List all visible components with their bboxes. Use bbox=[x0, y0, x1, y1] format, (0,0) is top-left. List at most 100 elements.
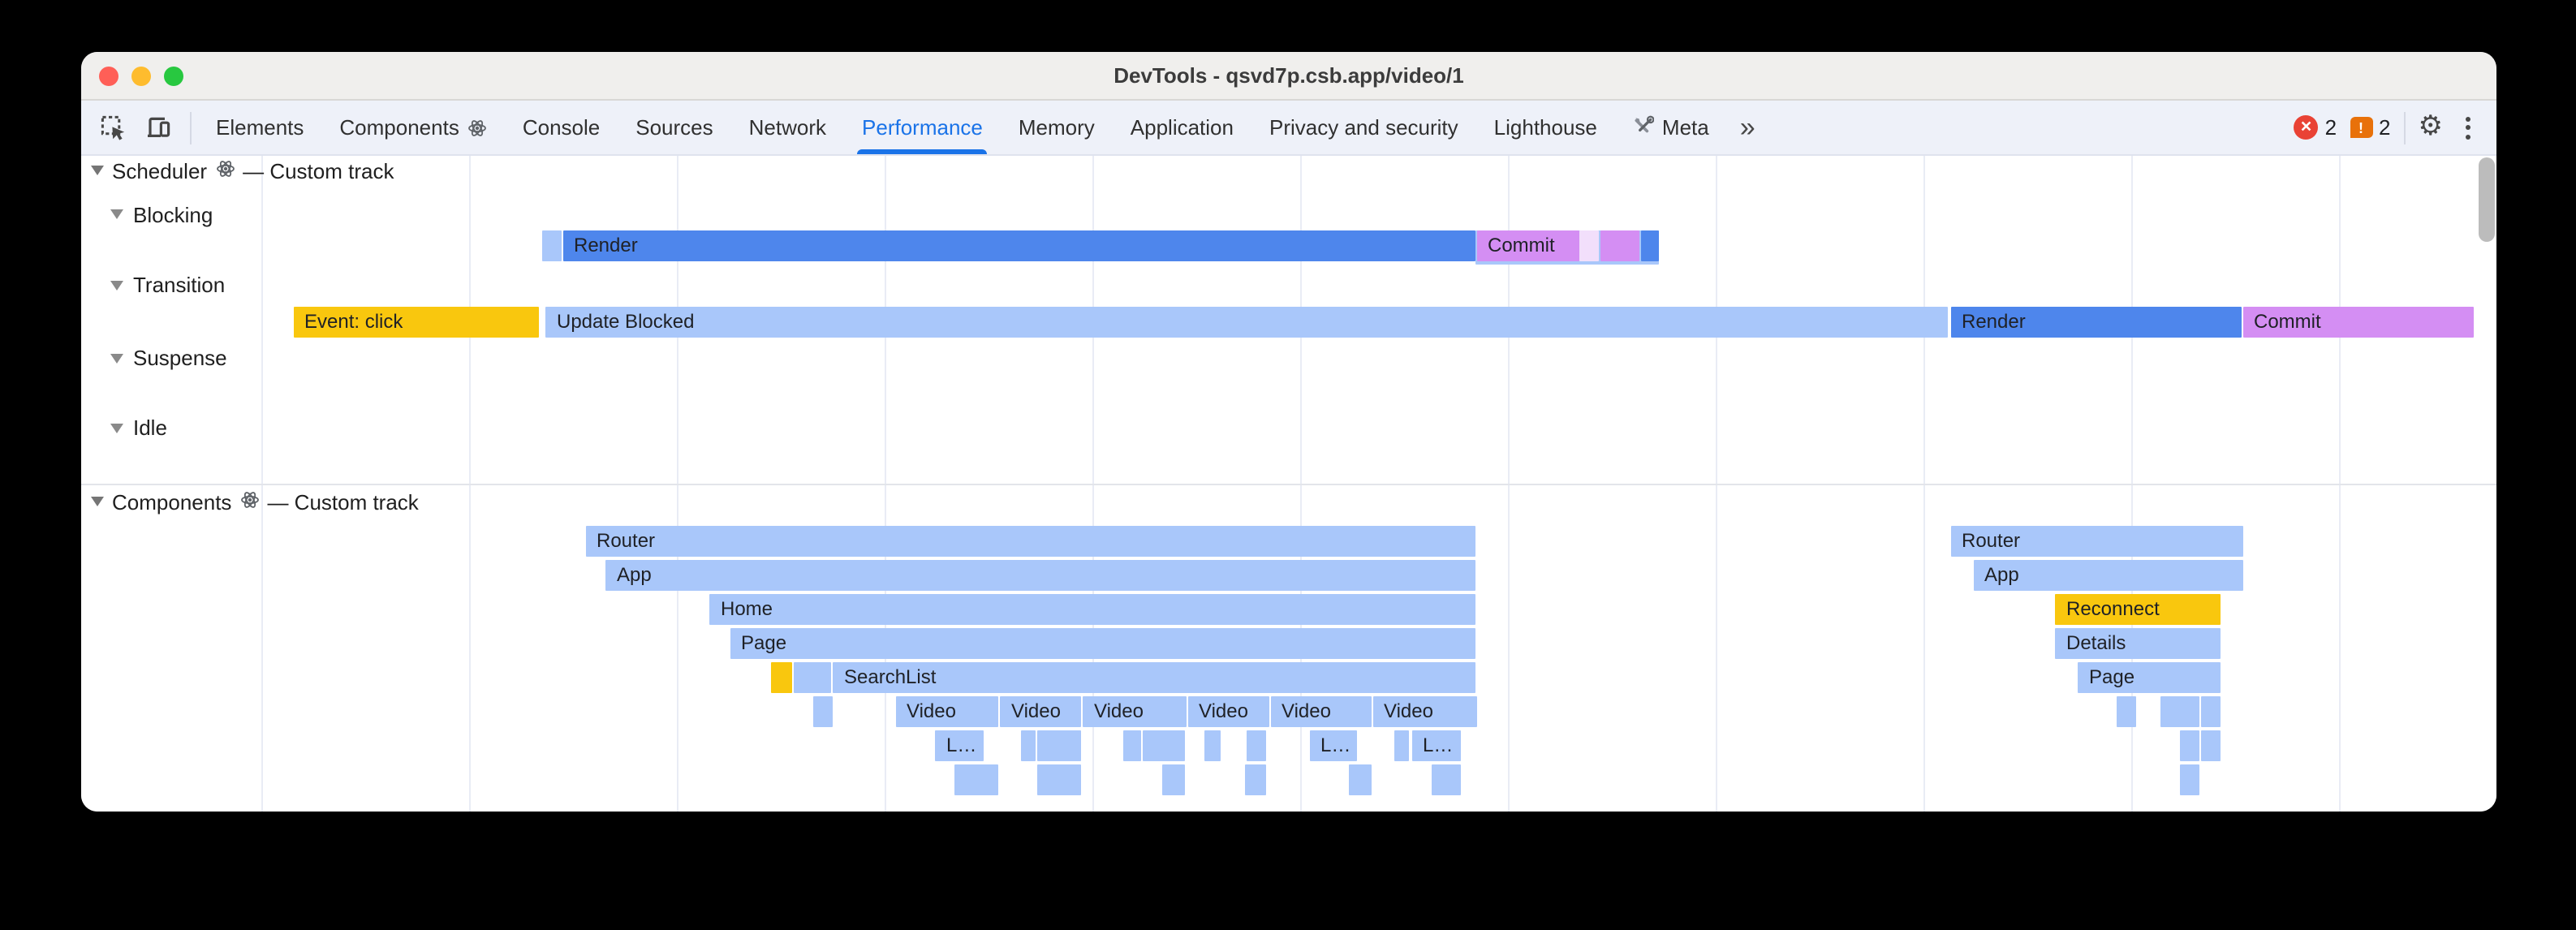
tab-console[interactable]: Console bbox=[505, 101, 618, 154]
tab-label: Performance bbox=[862, 115, 983, 140]
tab-memory[interactable]: Memory bbox=[1001, 101, 1113, 154]
flame-bar-page[interactable]: Page bbox=[2078, 662, 2220, 693]
titlebar[interactable]: DevTools - qsvd7p.csb.app/video/1 bbox=[81, 52, 2496, 101]
flame-bar-render[interactable]: Render bbox=[1950, 306, 2241, 337]
flame-bar[interactable] bbox=[793, 662, 830, 693]
lane-transition[interactable]: Transition bbox=[110, 272, 225, 298]
flame-bar-video[interactable]: Video bbox=[1372, 696, 1476, 727]
performance-timeline: Scheduler — Custom track Blocking Transit… bbox=[81, 156, 2496, 812]
flame-bar[interactable] bbox=[1204, 730, 1221, 761]
flame-bar-app[interactable]: App bbox=[1973, 560, 2242, 591]
more-options-button[interactable] bbox=[2456, 116, 2480, 139]
flame-bar[interactable] bbox=[1122, 730, 1141, 761]
flame-bar-video[interactable]: Video bbox=[1000, 696, 1081, 727]
collapse-triangle-icon[interactable] bbox=[110, 423, 123, 433]
flame-bar[interactable] bbox=[2180, 764, 2199, 795]
flame-bar[interactable] bbox=[954, 764, 998, 795]
inspect-icon bbox=[101, 114, 125, 140]
flame-bar[interactable] bbox=[2160, 696, 2199, 727]
error-count: 2 bbox=[2324, 115, 2337, 140]
vertical-scrollbar-thumb[interactable] bbox=[2479, 157, 2495, 242]
more-tabs-button[interactable]: » bbox=[1739, 111, 1755, 142]
flame-bar[interactable] bbox=[770, 662, 791, 693]
settings-gear-button[interactable]: ⚙ bbox=[2418, 110, 2444, 143]
flame-bar-app[interactable]: App bbox=[605, 560, 1475, 591]
error-icon: ✕ bbox=[2294, 115, 2319, 140]
lane-suspense[interactable]: Suspense bbox=[110, 345, 227, 371]
flame-bar[interactable] bbox=[1245, 764, 1266, 795]
flame-bar-video[interactable]: Video bbox=[1187, 696, 1269, 727]
tab-elements[interactable]: Elements bbox=[198, 101, 321, 154]
flame-bar[interactable] bbox=[1349, 764, 1371, 795]
flame-bar-l-[interactable]: L… bbox=[1411, 730, 1460, 761]
tab-application[interactable]: Application bbox=[1113, 101, 1251, 154]
lane-label-text: Idle bbox=[133, 415, 167, 440]
flame-bar[interactable] bbox=[1432, 764, 1460, 795]
tab-privacy-and-security[interactable]: Privacy and security bbox=[1251, 101, 1476, 154]
collapse-triangle-icon[interactable] bbox=[91, 166, 104, 175]
flame-bar[interactable] bbox=[1162, 764, 1184, 795]
lane-label-text: Suspense bbox=[133, 346, 227, 370]
console-warnings-badge[interactable]: ! 2 bbox=[2350, 115, 2391, 140]
warning-count: 2 bbox=[2379, 115, 2391, 140]
tab-components[interactable]: Components bbox=[321, 101, 504, 154]
tab-lighthouse[interactable]: Lighthouse bbox=[1476, 101, 1615, 154]
flame-bar[interactable] bbox=[1037, 730, 1080, 761]
flame-bar[interactable] bbox=[2200, 696, 2220, 727]
track-suffix: — Custom track bbox=[267, 489, 419, 514]
tab-meta[interactable]: Meta bbox=[1615, 101, 1727, 154]
flame-bar[interactable] bbox=[1579, 230, 1599, 261]
tab-network[interactable]: Network bbox=[731, 101, 844, 154]
close-window-button[interactable] bbox=[99, 66, 118, 85]
device-toolbar-button[interactable] bbox=[141, 110, 177, 145]
collapse-triangle-icon[interactable] bbox=[110, 353, 123, 363]
flame-bar-router[interactable]: Router bbox=[585, 526, 1475, 557]
lane-idle[interactable]: Idle bbox=[110, 415, 167, 441]
flame-bar[interactable] bbox=[1037, 764, 1080, 795]
flame-bar-searchlist[interactable]: SearchList bbox=[833, 662, 1475, 693]
tab-label: Components bbox=[339, 115, 459, 140]
flame-bar-video[interactable]: Video bbox=[895, 696, 998, 727]
flame-bar[interactable] bbox=[1640, 230, 1658, 261]
flame-bar-event-click[interactable]: Event: click bbox=[293, 306, 539, 337]
flame-bar[interactable] bbox=[2117, 696, 2136, 727]
scheduler-track-header[interactable]: Scheduler — Custom track bbox=[91, 157, 394, 183]
flame-bar-video[interactable]: Video bbox=[1270, 696, 1371, 727]
flame-bar-update-blocked[interactable]: Update Blocked bbox=[545, 306, 1948, 337]
warning-icon: ! bbox=[2350, 117, 2373, 138]
flame-bar-router[interactable]: Router bbox=[1950, 526, 2242, 557]
flame-bar-commit[interactable]: Commit bbox=[1476, 230, 1579, 261]
flame-bar-l-[interactable]: L… bbox=[1309, 730, 1357, 761]
flame-bar[interactable] bbox=[1600, 230, 1639, 261]
flame-bar-render[interactable]: Render bbox=[562, 230, 1475, 261]
flame-bar-l-[interactable]: L… bbox=[935, 730, 984, 761]
flame-bar[interactable] bbox=[2200, 730, 2220, 761]
components-track-header[interactable]: Components — Custom track bbox=[91, 489, 419, 515]
flame-bar[interactable] bbox=[813, 696, 832, 727]
flame-bar[interactable] bbox=[1247, 730, 1266, 761]
tab-performance[interactable]: Performance bbox=[844, 101, 1001, 154]
flame-bar[interactable] bbox=[2180, 730, 2199, 761]
flame-bar-video[interactable]: Video bbox=[1083, 696, 1187, 727]
flame-bar-commit[interactable]: Commit bbox=[2242, 306, 2474, 337]
collapse-triangle-icon[interactable] bbox=[110, 280, 123, 290]
flame-bar[interactable] bbox=[542, 230, 561, 261]
minimize-window-button[interactable] bbox=[131, 66, 151, 85]
tab-sources[interactable]: Sources bbox=[618, 101, 730, 154]
flame-bar[interactable] bbox=[1021, 730, 1036, 761]
zoom-window-button[interactable] bbox=[164, 66, 183, 85]
lane-blocking[interactable]: Blocking bbox=[110, 201, 213, 227]
flame-bar-home[interactable]: Home bbox=[709, 594, 1475, 625]
flame-bar[interactable] bbox=[1394, 730, 1409, 761]
inspect-element-button[interactable] bbox=[96, 110, 131, 145]
collapse-triangle-icon[interactable] bbox=[91, 497, 104, 506]
collapse-triangle-icon[interactable] bbox=[110, 209, 123, 219]
flame-bar-reconnect[interactable]: Reconnect bbox=[2055, 594, 2220, 625]
tab-label: Console bbox=[522, 115, 601, 140]
console-errors-badge[interactable]: ✕ 2 bbox=[2294, 115, 2337, 140]
flame-bar[interactable] bbox=[1143, 730, 1184, 761]
lane-label-text: Transition bbox=[133, 273, 226, 297]
flame-bar-details[interactable]: Details bbox=[2055, 628, 2220, 659]
panel-tabs: Elements Components Console Sources Network P… bbox=[198, 101, 1727, 154]
flame-bar-page[interactable]: Page bbox=[730, 628, 1475, 659]
